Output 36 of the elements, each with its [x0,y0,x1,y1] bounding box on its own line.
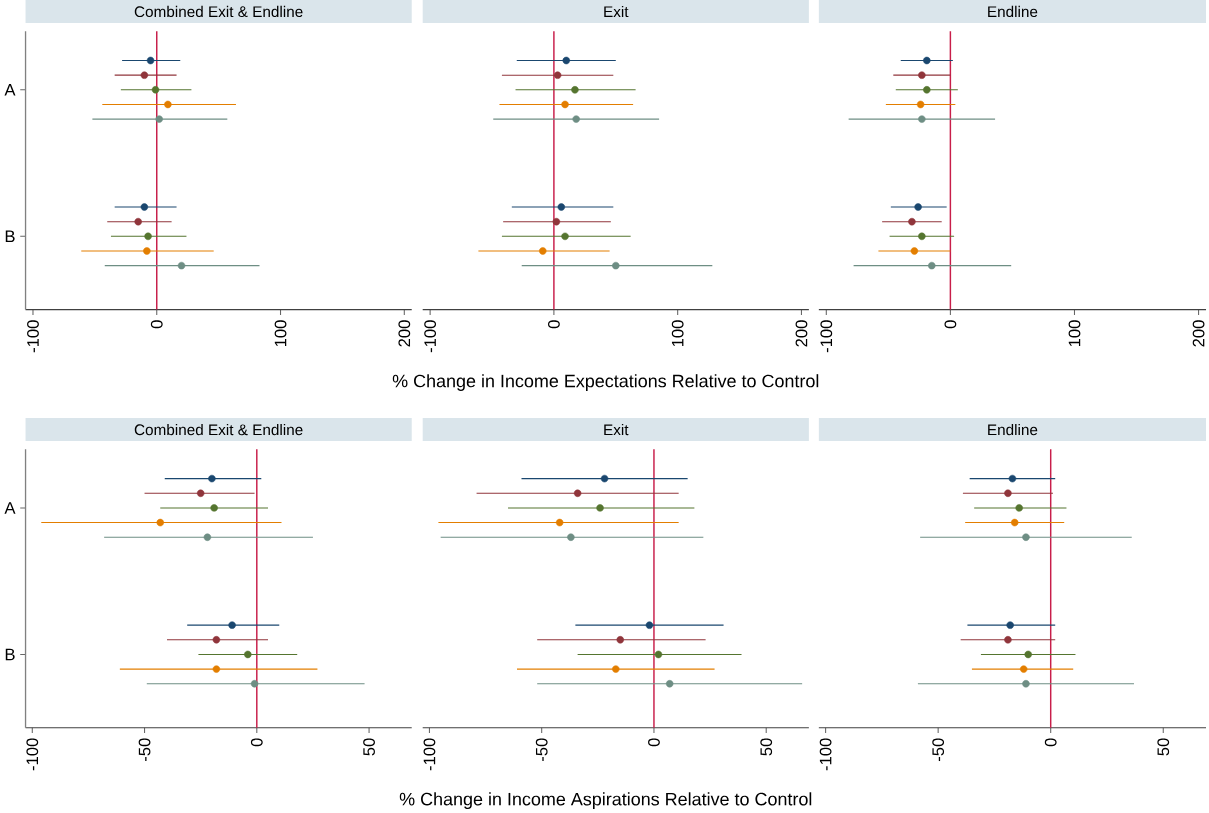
x-tick-label: -100 [27,320,39,352]
x-tick-label: 0 [150,320,163,329]
y-tick-label: B [5,230,15,242]
x-tick-label: -50 [932,738,945,761]
x-tick-label: 200 [1192,320,1205,347]
y-tick-label: A [4,501,16,514]
y-tick-label: A [4,83,16,96]
chart-title: Endline [988,423,1038,435]
x-tick-label: 0 [250,738,263,747]
chart-title: Combined Exit & Endline [134,5,303,17]
x-tick-label: -100 [819,738,832,771]
x-tick-label: 0 [1044,738,1057,747]
x-tick-label: 100 [671,320,684,346]
x-tick-label: -100 [820,320,833,352]
chart-title: Exit [604,423,629,435]
x-tick-label: -100 [26,738,39,771]
y-tick-label: B [5,648,15,660]
x-tick-label: 50 [363,738,375,756]
chart-title: Combined Exit & Endline [134,423,303,435]
x-axis-title: % Change in Income Expectations Relative to Control [392,373,819,391]
x-tick-label: -100 [423,738,436,771]
x-tick-label: 200 [795,320,808,347]
chart-title: Exit [604,5,629,17]
x-tick-label: 100 [1068,320,1081,346]
x-tick-label: 0 [648,738,660,747]
x-tick-label: 100 [274,320,287,346]
x-tick-label: 200 [398,320,411,347]
x-tick-label: 50 [1157,738,1170,756]
x-tick-label: -100 [424,320,437,352]
x-tick-label: 50 [760,738,773,756]
x-tick-label: 0 [944,320,957,329]
x-tick-label: -50 [535,738,548,761]
x-axis-title: % Change in Income Aspirations Relative to Control [399,792,812,809]
chart-title: Endline [988,5,1038,17]
x-tick-label: -50 [138,738,151,761]
x-tick-label: 0 [548,320,560,329]
